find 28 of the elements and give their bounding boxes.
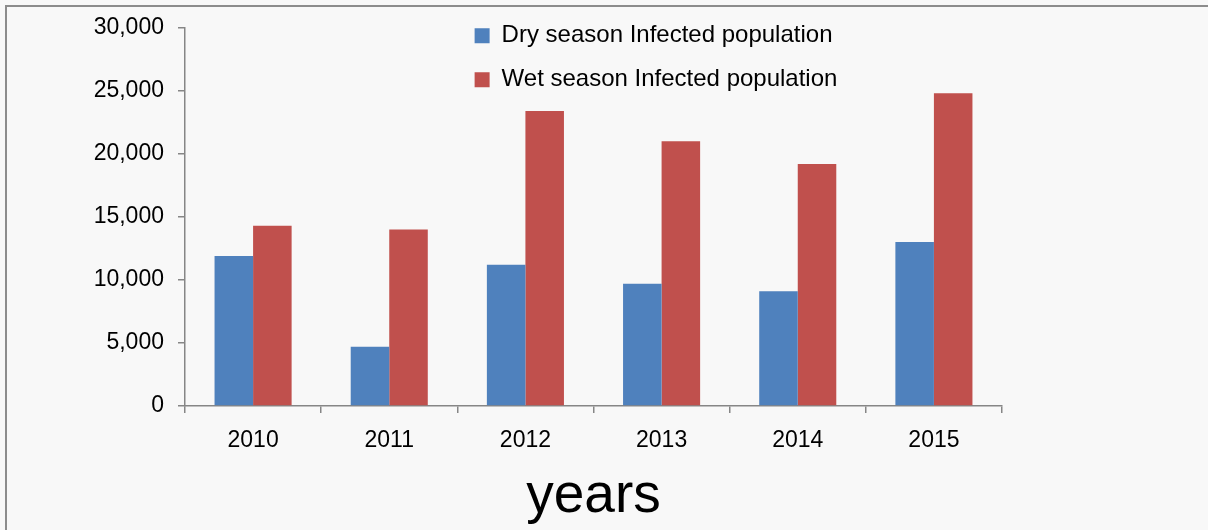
bar <box>214 255 254 406</box>
x-axis-title: years <box>526 462 661 525</box>
bar <box>895 242 934 406</box>
y-tick-label: 0 <box>151 391 164 418</box>
bar <box>797 163 837 406</box>
legend-label: Dry season Infected population <box>501 20 833 48</box>
y-tick-label: 30,000 <box>93 13 164 40</box>
y-tick-label: 5,000 <box>106 328 164 355</box>
bar <box>759 291 798 406</box>
x-tick-label: 2010 <box>227 426 279 453</box>
bar <box>623 283 662 406</box>
bar <box>661 141 701 406</box>
y-tick-label: 25,000 <box>93 76 164 103</box>
legend-label: Wet season Infected population <box>501 64 838 92</box>
bar <box>389 229 428 406</box>
bar <box>253 225 292 406</box>
bar <box>933 93 973 406</box>
x-tick-label: 2013 <box>636 426 688 453</box>
x-tick-label: 2014 <box>772 426 824 453</box>
x-tick-label: 2015 <box>908 426 960 453</box>
y-tick-label: 15,000 <box>93 202 164 229</box>
bar <box>486 264 526 406</box>
bar <box>525 111 564 406</box>
y-tick-label: 20,000 <box>93 139 164 166</box>
x-tick-label: 2012 <box>499 426 551 453</box>
x-tick-label: 2011 <box>364 426 414 453</box>
y-tick-label: 10,000 <box>93 265 164 292</box>
bar <box>350 346 390 406</box>
